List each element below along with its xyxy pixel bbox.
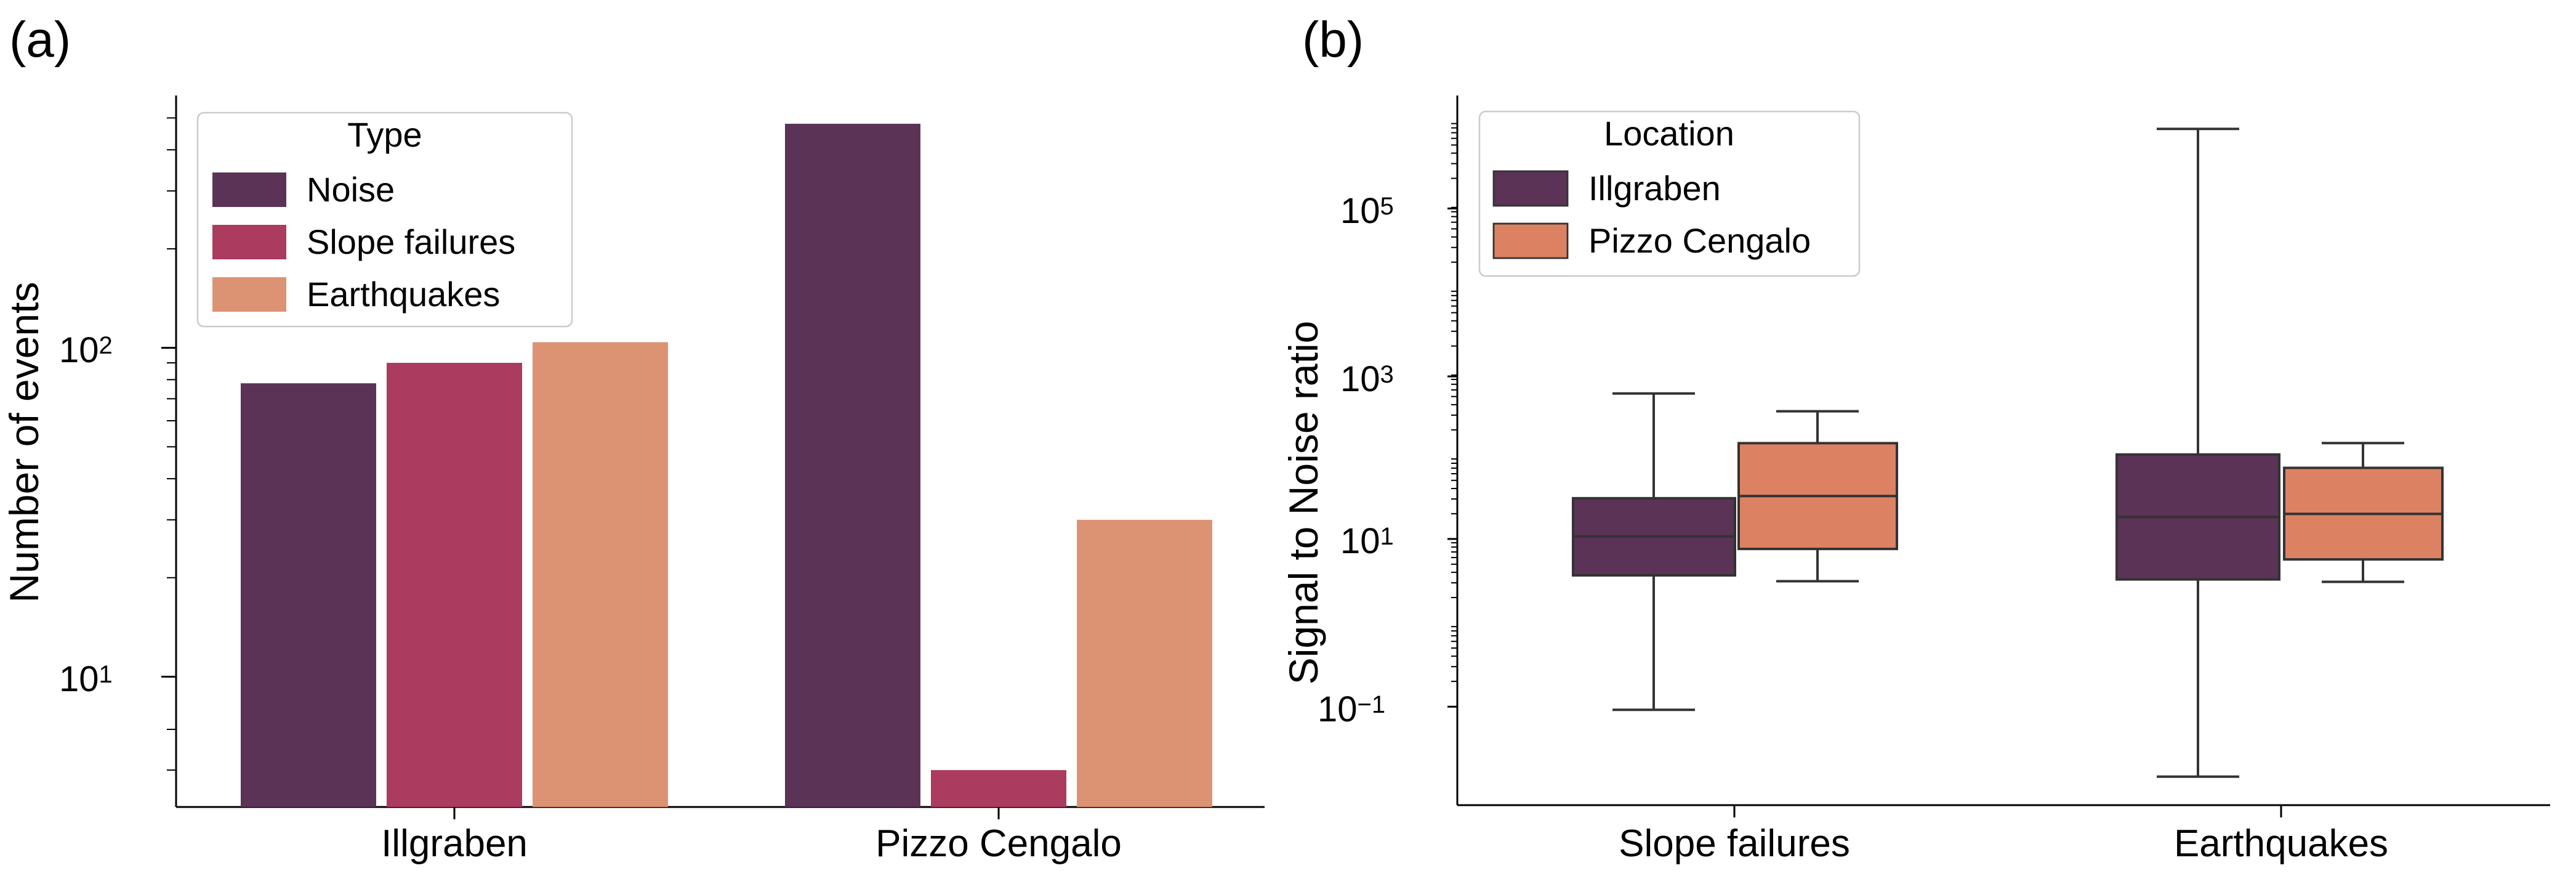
svg-text:Illgraben: Illgraben — [381, 822, 528, 865]
svg-text:Pizzo Cengalo: Pizzo Cengalo — [875, 822, 1122, 865]
svg-text:Pizzo Cengalo: Pizzo Cengalo — [1588, 221, 1811, 260]
svg-text:Slope failures: Slope failures — [1619, 822, 1850, 865]
svg-text:Number of events: Number of events — [1, 282, 47, 603]
svg-text:(a): (a) — [9, 12, 71, 68]
svg-text:Noise: Noise — [307, 170, 395, 209]
svg-text:Location: Location — [1604, 114, 1734, 153]
svg-text:Earthquakes: Earthquakes — [307, 275, 500, 314]
svg-text:Slope failures: Slope failures — [307, 222, 515, 261]
svg-text:Type: Type — [347, 115, 422, 154]
svg-text:Illgraben: Illgraben — [1588, 169, 1721, 208]
svg-text:Signal to Noise ratio: Signal to Noise ratio — [1281, 321, 1326, 685]
svg-text:Earthquakes: Earthquakes — [2174, 822, 2388, 865]
svg-text:(b): (b) — [1302, 12, 1364, 68]
